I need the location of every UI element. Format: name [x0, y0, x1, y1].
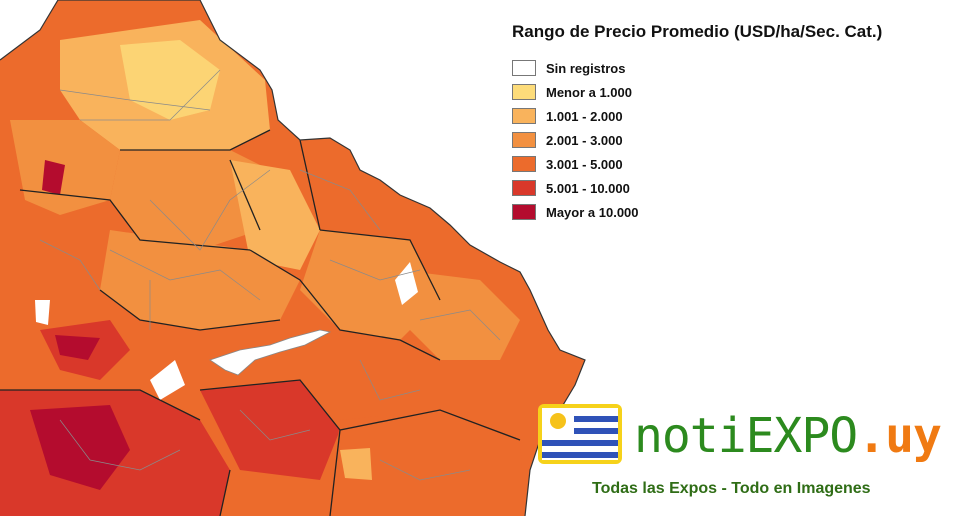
- legend-swatch: [512, 132, 536, 148]
- legend-label: 5.001 - 10.000: [546, 180, 630, 196]
- map-legend: Rango de Precio Promedio (USD/ha/Sec. Ca…: [512, 22, 972, 224]
- uruguay-departments: [0, 0, 585, 516]
- region-center-north: [110, 150, 270, 250]
- brand-name-noti: noti: [634, 408, 747, 464]
- region-center-light: [230, 160, 320, 270]
- legend-item: Sin registros: [512, 56, 972, 80]
- region-no-record-west: [35, 300, 50, 325]
- legend-label: Mayor a 10.000: [546, 204, 639, 220]
- region-east-center: [300, 230, 440, 340]
- legend-label: Sin registros: [546, 60, 626, 76]
- legend-item: 2.001 - 3.000: [512, 128, 972, 152]
- legend-item: 5.001 - 10.000: [512, 176, 972, 200]
- region-no-record-east: [395, 262, 418, 305]
- legend-swatch: [512, 108, 536, 124]
- legend-title: Rango de Precio Promedio (USD/ha/Sec. Ca…: [512, 22, 883, 41]
- brand-tagline: Todas las Expos - Todo en Imagenes: [592, 480, 871, 497]
- region-west-maroon: [55, 335, 100, 360]
- notiexpo-logo: notiEXPO.uy Todas las Expos - Todo en Im…: [538, 404, 978, 514]
- region-northwest-maroon: [42, 160, 65, 195]
- legend-swatch: [512, 156, 536, 172]
- legend-label: 2.001 - 3.000: [546, 132, 623, 148]
- legend-swatch: [512, 60, 536, 76]
- legend-item: Menor a 1.000: [512, 80, 972, 104]
- brand-name: notiEXPO.uy: [634, 408, 942, 464]
- legend-label: 3.001 - 5.000: [546, 156, 623, 172]
- legend-label: Menor a 1.000: [546, 84, 632, 100]
- legend-items: Sin registros Menor a 1.000 1.001 - 2.000 2…: [512, 56, 972, 224]
- region-southeast: [330, 410, 525, 516]
- legend-swatch: [512, 84, 536, 100]
- brand-name-expo: EXPO: [745, 408, 859, 464]
- region-southwest-max: [30, 405, 130, 490]
- river-rio-negro: [209, 329, 332, 376]
- legend-item: 3.001 - 5.000: [512, 152, 972, 176]
- uruguay-flag-icon: [538, 404, 622, 464]
- legend-label: 1.001 - 2.000: [546, 108, 623, 124]
- region-south-center: [200, 380, 340, 480]
- country-border: [0, 0, 586, 516]
- region-east: [400, 270, 520, 360]
- legend-swatch: [512, 180, 536, 196]
- region-no-record-center: [150, 360, 185, 400]
- legend-item: 1.001 - 2.000: [512, 104, 972, 128]
- region-northwest: [10, 120, 120, 215]
- region-south-light: [340, 448, 372, 480]
- legend-swatch: [512, 204, 536, 220]
- region-north-yellow: [120, 40, 220, 120]
- legend-item: Mayor a 10.000: [512, 200, 972, 224]
- brand-name-uy: .uy: [857, 408, 942, 464]
